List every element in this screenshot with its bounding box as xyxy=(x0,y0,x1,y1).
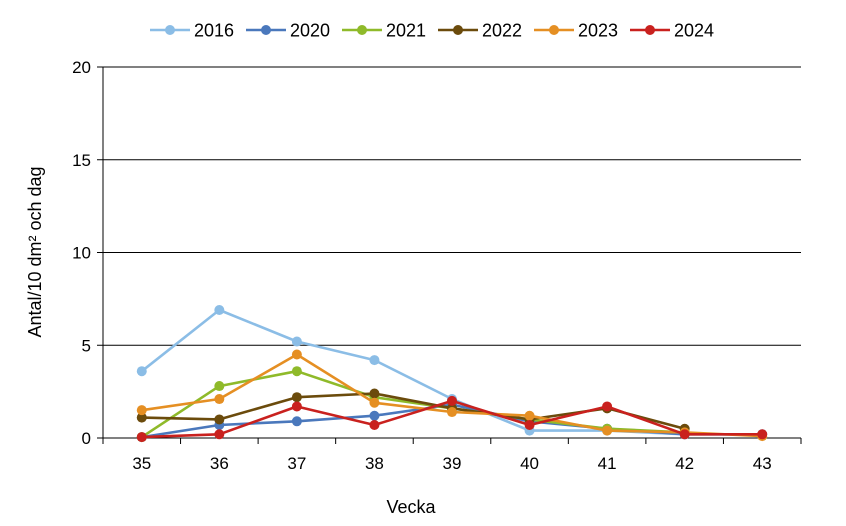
x-tick-label: 43 xyxy=(753,454,772,473)
data-point xyxy=(291,416,302,427)
data-point xyxy=(679,429,690,440)
legend-item: 2024 xyxy=(630,21,714,41)
data-point xyxy=(602,401,613,412)
data-point xyxy=(369,410,380,421)
legend-item: 2021 xyxy=(342,21,426,41)
data-point xyxy=(291,401,302,412)
x-tick-label: 38 xyxy=(365,454,384,473)
data-point xyxy=(447,407,457,418)
legend-marker xyxy=(261,25,271,35)
legend-label: 2021 xyxy=(386,21,426,41)
series-line xyxy=(140,308,685,436)
legend-marker xyxy=(165,25,175,35)
legend-marker xyxy=(549,25,559,35)
y-tick-label: 0 xyxy=(82,429,91,448)
legend-marker xyxy=(453,25,463,35)
legend-marker xyxy=(357,25,367,35)
legend-label: 2020 xyxy=(290,21,330,41)
x-axis-tick-labels: 35 36 37 38 39 40 41 42 43 xyxy=(132,454,771,473)
y-tick-label: 5 xyxy=(82,336,91,355)
x-axis-title: Vecka xyxy=(386,497,436,517)
data-point xyxy=(369,397,380,408)
data-point xyxy=(447,395,457,406)
data-point xyxy=(369,355,380,366)
chart-legend: 2016 2020 2021 2022 2023 2024 xyxy=(150,21,714,41)
y-tick-label: 20 xyxy=(72,58,91,77)
data-point xyxy=(291,366,302,377)
series-2024 xyxy=(136,395,768,443)
legend-item: 2023 xyxy=(534,21,618,41)
chart-axes xyxy=(102,67,802,444)
data-point xyxy=(291,392,302,403)
data-point xyxy=(524,420,535,431)
data-point xyxy=(757,429,768,440)
data-point xyxy=(214,305,225,316)
legend-item: 2022 xyxy=(438,21,522,41)
data-point xyxy=(291,336,302,347)
data-point xyxy=(214,414,225,425)
legend-label: 2023 xyxy=(578,21,618,41)
x-tick-label: 36 xyxy=(210,454,229,473)
x-tick-label: 40 xyxy=(520,454,539,473)
legend-marker xyxy=(645,25,655,35)
y-axis-tick-labels: 0 5 10 15 20 xyxy=(72,58,91,448)
x-tick-label: 35 xyxy=(132,454,151,473)
y-axis-title: Antal/10 dm² och dag xyxy=(25,166,45,337)
series-group xyxy=(136,305,768,443)
data-point xyxy=(369,420,380,431)
data-point xyxy=(214,429,225,440)
data-point xyxy=(214,394,225,405)
data-point xyxy=(136,405,147,416)
gridlines xyxy=(97,66,801,439)
legend-label: 2022 xyxy=(482,21,522,41)
legend-item: 2020 xyxy=(246,21,330,41)
data-point xyxy=(214,381,225,392)
y-tick-label: 10 xyxy=(72,244,91,263)
data-point xyxy=(602,425,613,436)
data-point xyxy=(136,366,147,377)
y-tick-label: 15 xyxy=(72,151,91,170)
x-tick-label: 41 xyxy=(598,454,617,473)
x-tick-label: 39 xyxy=(443,454,462,473)
x-tick-label: 42 xyxy=(675,454,694,473)
legend-label: 2016 xyxy=(194,21,234,41)
legend-label: 2024 xyxy=(674,21,714,41)
data-point xyxy=(369,388,380,399)
data-point xyxy=(524,410,535,421)
legend-item: 2016 xyxy=(150,21,234,41)
data-point xyxy=(136,412,147,423)
data-point xyxy=(291,349,302,360)
data-point xyxy=(136,432,147,443)
x-tick-label: 37 xyxy=(287,454,306,473)
